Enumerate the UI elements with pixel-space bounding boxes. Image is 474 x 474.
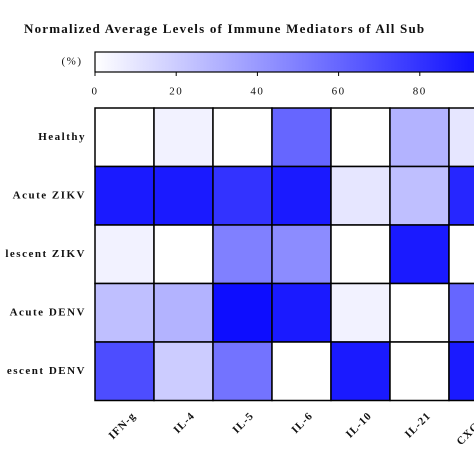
- column-label: IL-4: [171, 410, 197, 436]
- heatmap-cell: [212, 107, 273, 168]
- heatmap-cell: [448, 282, 474, 343]
- heatmap-cell: [389, 224, 450, 285]
- heatmap-cell: [94, 282, 155, 343]
- heatmap-cell: [153, 282, 214, 343]
- heatmap-cell: [389, 341, 450, 402]
- heatmap-cell: [94, 165, 155, 226]
- colorbar-tick-label: 60: [332, 86, 346, 98]
- heatmap-cell: [94, 224, 155, 285]
- heatmap-cell: [330, 107, 391, 168]
- row-label: lescent ZIKV: [5, 248, 86, 260]
- colorbar-label: (%): [62, 56, 83, 68]
- heatmap-cell: [212, 282, 273, 343]
- heatmap-cell: [271, 165, 332, 226]
- colorbar-tick-label: 0: [92, 86, 99, 98]
- chart-title: Normalized Average Levels of Immune Medi…: [24, 21, 425, 36]
- row-label: escent DENV: [7, 365, 86, 377]
- column-label: IFN-g: [107, 410, 139, 442]
- colorbar-tick-label: 80: [413, 86, 427, 98]
- heatmap-cell: [153, 224, 214, 285]
- colorbar: [94, 51, 474, 73]
- heatmap-cell: [389, 107, 450, 168]
- heatmap-cell: [271, 107, 332, 168]
- heatmap-cell: [153, 341, 214, 402]
- row-label: Healthy: [38, 131, 86, 143]
- heatmap-cell: [153, 165, 214, 226]
- heatmap-cell: [389, 282, 450, 343]
- column-label: IL-5: [230, 410, 256, 436]
- heatmap-cell: [330, 224, 391, 285]
- heatmap-cell: [271, 282, 332, 343]
- heatmap-cell: [330, 341, 391, 402]
- heatmap-cell: [271, 341, 332, 402]
- row-label: Acute ZIKV: [13, 189, 86, 201]
- column-label: CXCL1: [454, 410, 474, 448]
- heatmap-cell: [212, 341, 273, 402]
- heatmap-cell: [448, 107, 474, 168]
- column-label: IL-21: [403, 410, 434, 441]
- heatmap-cell: [389, 165, 450, 226]
- colorbar-tick-label: 20: [169, 86, 183, 98]
- column-label: IL-6: [289, 410, 315, 436]
- colorbar-tick-label: 40: [250, 86, 264, 98]
- heatmap-cell: [212, 165, 273, 226]
- heatmap-cell: [448, 341, 474, 402]
- heatmap-cell: [448, 165, 474, 226]
- column-label: IL-10: [344, 410, 375, 441]
- heatmap-cell: [94, 341, 155, 402]
- heatmap-cell: [271, 224, 332, 285]
- heatmap-cell: [448, 224, 474, 285]
- row-label: Acute DENV: [10, 306, 86, 318]
- heatmap-cell: [330, 165, 391, 226]
- heatmap-cell: [153, 107, 214, 168]
- heatmap-cell: [94, 107, 155, 168]
- heatmap-cell: [212, 224, 273, 285]
- heatmap-cell: [330, 282, 391, 343]
